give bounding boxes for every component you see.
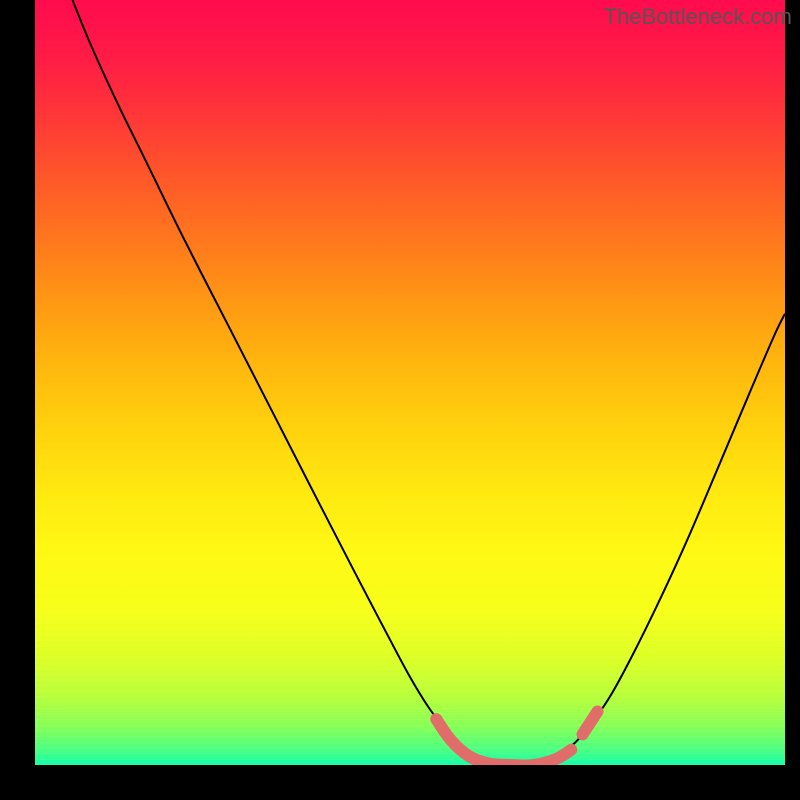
border-right <box>785 0 800 800</box>
border-bottom <box>0 765 800 800</box>
bottleneck-chart <box>0 0 800 800</box>
chart-container: TheBottleneck.com <box>0 0 800 800</box>
border-left <box>0 0 35 800</box>
gradient-background <box>35 0 785 765</box>
